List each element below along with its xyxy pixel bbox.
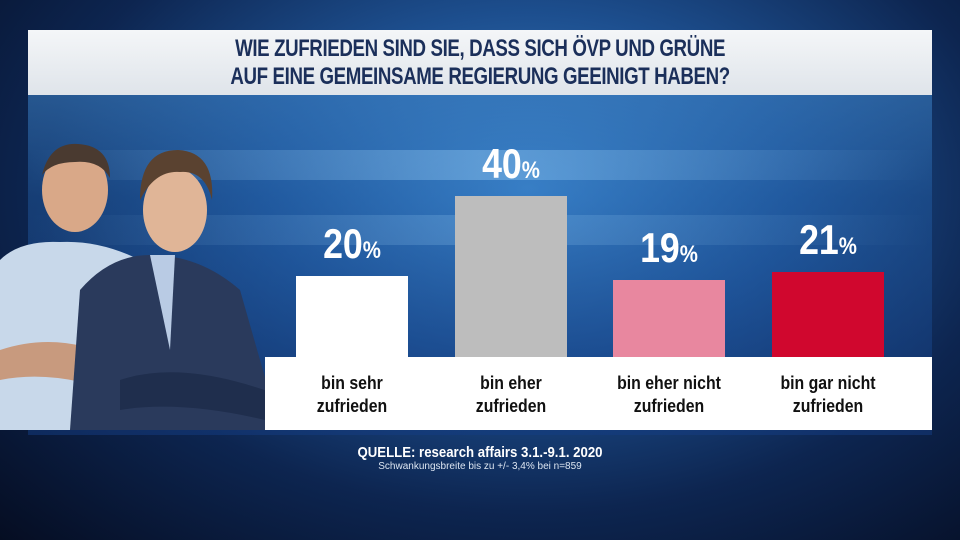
bar-1 bbox=[296, 276, 408, 357]
chart-title: WIE ZUFRIEDEN SIND SIE, DASS SICH ÖVP UN… bbox=[28, 30, 932, 95]
category-label: bin eher nicht zufrieden bbox=[617, 373, 721, 416]
politicians-photo bbox=[0, 143, 280, 430]
data-label: 19% bbox=[640, 224, 698, 272]
category-label: bin eher zufrieden bbox=[475, 373, 547, 416]
data-label: 20% bbox=[323, 220, 381, 268]
title-line-2: AUF EINE GEMEINSAME REGIERUNG GEEINIGT H… bbox=[230, 62, 730, 90]
category-label: bin gar nicht zufrieden bbox=[780, 373, 876, 416]
bar-2 bbox=[455, 195, 567, 357]
title-line-1: WIE ZUFRIEDEN SIND SIE, DASS SICH ÖVP UN… bbox=[235, 34, 725, 62]
bar-3 bbox=[613, 280, 725, 357]
category-label: bin sehr zufrieden bbox=[316, 373, 388, 416]
bar-4 bbox=[772, 272, 884, 357]
data-label: 40% bbox=[482, 139, 540, 187]
data-label: 21% bbox=[799, 216, 857, 264]
category-label-band bbox=[265, 357, 932, 430]
margin-of-error-note: Schwankungsbreite bis zu +/- 3,4% bei n=… bbox=[378, 461, 582, 472]
source-line: QUELLE: research affairs 3.1.-9.1. 2020 bbox=[357, 444, 603, 461]
